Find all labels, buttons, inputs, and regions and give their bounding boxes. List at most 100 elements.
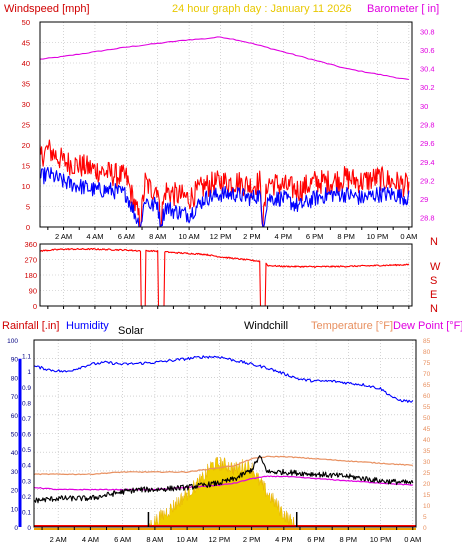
wind-panel-xlabel-7: 4 PM [275,232,293,241]
humidity-ytick-9: 90 [11,357,19,364]
rain-ytick-7: 0.7 [22,416,31,423]
series-layer [18,36,416,530]
wind-ytick-7: 35 [22,80,30,89]
baro-ytick-9: 30.6 [420,46,435,55]
wind-ytick-9: 45 [22,39,30,48]
barometer-axis-title: Barometer [ in] [367,3,439,15]
baro-ytick-6: 30 [420,102,428,111]
direction-ytick-2: 180 [24,271,37,280]
windchill-axis-title: Windchill [244,320,288,332]
windchill-line [33,455,414,504]
wind-panel-frame [39,21,413,228]
wind-ytick-8: 40 [22,59,30,68]
temp-panel-frame [33,339,417,528]
temp-panel-xlabel-4: 10 AM [176,535,197,544]
rain-ytick-11: 1.1 [22,354,31,361]
wind-direction-line [39,247,410,307]
baro-ytick-3: 29.4 [420,158,435,167]
compass-label-3: E [430,289,437,301]
temp-panel-xlabel-7: 4 PM [275,535,293,544]
grid-layer [34,21,416,528]
wind-panel-xlabel-3: 8 AM [149,232,166,241]
baro-ytick-7: 30.2 [420,83,435,92]
compass-label-1: W [430,261,441,273]
humidity-line [33,355,414,403]
rain-ytick-5: 0.5 [22,447,31,454]
rain-ytick-0: 0 [27,525,31,532]
baro-ytick-5: 29.8 [420,121,435,130]
humidity-ytick-3: 30 [11,469,19,476]
compass-label-2: S [430,275,437,287]
rain-ytick-6: 0.6 [22,432,31,439]
direction-ytick-0: 0 [33,302,37,311]
temp-ytick-6: 30 [423,459,431,466]
wind-panel-xlabel-9: 8 PM [337,232,355,241]
wind-panel-xlabel-2: 6 AM [118,232,135,241]
humidity-ytick-10: 100 [7,338,18,345]
temp-ytick-12: 60 [423,393,431,400]
temp-ytick-8: 40 [423,437,431,444]
wind-panel-xlabel-10: 10 PM [367,232,389,241]
wind-panel-xlabel-6: 2 PM [243,232,261,241]
compass-label-0: N [430,236,438,248]
tick-label-layer: 0510152025303540455028.82929.229.429.629… [7,18,441,544]
humidity-ytick-2: 20 [11,488,19,495]
rain-ytick-10: 1 [27,369,31,376]
gust-line [39,139,410,228]
temp-ytick-16: 80 [423,349,431,356]
temp-panel-xlabel-2: 6 AM [114,535,131,544]
direction-ytick-1: 90 [29,287,37,296]
temp-ytick-5: 25 [423,470,431,477]
compass-label-4: N [430,303,438,315]
temp-ytick-14: 70 [423,371,431,378]
temp-ytick-17: 85 [423,338,431,345]
temp-panel-xlabel-9: 8 PM [340,535,358,544]
wind-ytick-3: 15 [22,162,30,171]
temperature-axis-title: Temperature [°F] [311,320,393,332]
direction-ytick-4: 360 [24,240,37,249]
rain-ytick-9: 0.9 [22,385,31,392]
wind-panel-xlabel-1: 4 AM [86,232,103,241]
temp-ytick-13: 65 [423,382,431,389]
humidity-ytick-6: 60 [11,413,19,420]
wind-ytick-10: 50 [22,18,30,27]
temp-ytick-4: 20 [423,481,431,488]
humidity-ytick-0: 0 [14,525,18,532]
temp-panel-xlabel-8: 6 PM [307,535,325,544]
chart-date-title: 24 hour graph day : January 11 2026 [172,3,352,15]
baro-ytick-0: 28.8 [420,214,435,223]
temp-panel-xlabel-6: 2 PM [243,535,261,544]
temperature-line [33,455,413,476]
temp-ytick-0: 0 [423,525,427,532]
solar-axis-title: Solar [118,325,144,337]
frame-layer [33,21,417,530]
solar-area [148,456,297,528]
temp-panel-xlabel-0: 2 AM [50,535,67,544]
humidity-ytick-8: 80 [11,375,19,382]
temp-ytick-7: 35 [423,448,431,455]
temp-ytick-2: 10 [423,503,431,510]
temp-panel-xlabel-5: 12 PM [209,535,231,544]
humidity-ytick-5: 50 [11,432,19,439]
temp-ytick-1: 5 [423,514,427,521]
temp-ytick-15: 75 [423,360,431,367]
humidity-ytick-1: 10 [11,506,19,513]
wind-ytick-6: 30 [22,100,30,109]
rain-ytick-8: 0.8 [22,400,31,407]
avg-wind-line [39,166,410,228]
wind-panel-xlabel-8: 6 PM [306,232,324,241]
temp-ytick-11: 55 [423,404,431,411]
wind-panel-xlabel-5: 12 PM [210,232,232,241]
temp-ytick-3: 15 [423,492,431,499]
wind-panel-xlabel-11: 0 AM [400,232,417,241]
temp-panel-xlabel-10: 10 PM [370,535,392,544]
wind-ytick-5: 25 [22,121,30,130]
temp-ytick-9: 45 [423,426,431,433]
dewpoint-axis-title: Dew Point [°F] [393,320,462,332]
rain-ytick-4: 0.4 [22,463,31,470]
baro-ytick-8: 30.4 [420,65,435,74]
rain-ytick-2: 0.2 [22,494,31,501]
wind-ytick-4: 20 [22,141,30,150]
temp-panel-xlabel-1: 4 AM [82,535,99,544]
